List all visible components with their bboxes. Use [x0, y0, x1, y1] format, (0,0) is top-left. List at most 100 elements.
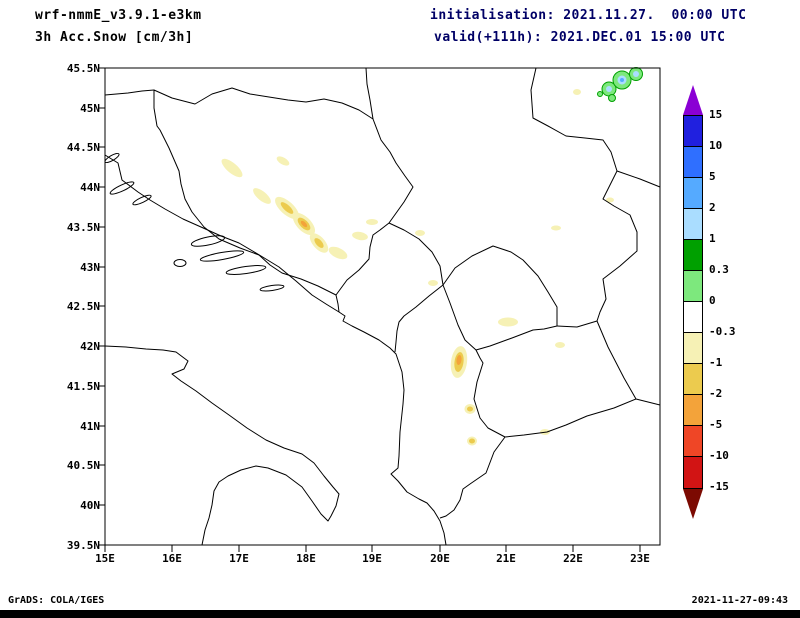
- lon-tick-label: 18E: [296, 552, 316, 565]
- border-montenegro-albania: [394, 284, 444, 353]
- border-romania-bulgaria: [616, 170, 661, 188]
- snow-patch: [467, 406, 473, 412]
- colorbar-segment: [684, 364, 702, 395]
- snow-patch: [606, 86, 612, 92]
- product-title: 3h Acc.Snow [cm/3h]: [35, 30, 194, 45]
- colorbar-segment: [684, 457, 702, 488]
- colorbar-segments: [683, 115, 703, 489]
- snow-patch: [606, 197, 614, 203]
- colorbar-tick-label: 0: [709, 294, 716, 307]
- border-albania-macedonia: [473, 349, 506, 438]
- snow-patch: [276, 156, 290, 166]
- border-montenegro-serbia: [388, 222, 444, 286]
- colorbar-segment: [684, 147, 702, 178]
- bottom-window-edge: [0, 610, 800, 618]
- border-macedonia-greece: [504, 398, 637, 438]
- snow-patch: [597, 91, 603, 97]
- colorbar-segment: [684, 178, 702, 209]
- lon-tick-label: 16E: [162, 552, 182, 565]
- colorbar-tick-label: 2: [709, 201, 716, 214]
- colorbar-segment: [684, 116, 702, 147]
- lon-tick-label: 21E: [496, 552, 516, 565]
- colorbar-arrow-up: [683, 85, 703, 115]
- snow-patch: [551, 225, 561, 231]
- snow-shading-positive-cluster: [597, 67, 643, 102]
- snow-patch: [498, 317, 518, 327]
- colorbar: 15 10 5 2 1 0.3 0 -0.3 -1 -2 -5 -10 -15: [683, 85, 736, 519]
- snow-patch: [352, 231, 368, 241]
- lon-tick-label: 19E: [362, 552, 382, 565]
- snow-patch: [428, 280, 438, 286]
- lat-tick-label: 41.5N: [66, 380, 100, 393]
- snow-patch: [456, 355, 462, 365]
- colorbar-segment: [684, 333, 702, 364]
- adriatic-islands: [104, 152, 285, 292]
- lon-tick-label: 22E: [563, 552, 583, 565]
- colorbar-segment: [684, 271, 702, 302]
- border-serbia-macedonia: [556, 320, 598, 328]
- colorbar-tick-label: -15: [709, 480, 729, 493]
- valid-time-label: valid(+111h): 2021.DEC.01 15:00 UTC: [434, 30, 726, 45]
- snow-patch: [620, 78, 624, 82]
- snow-patch: [300, 220, 308, 228]
- map-frame: [104, 67, 661, 546]
- snow-patch: [366, 219, 378, 225]
- model-title: wrf-nmmE_v3.9.1-e3km: [35, 8, 202, 23]
- lat-tick-label: 42N: [80, 340, 100, 353]
- init-time-label: initialisation: 2021.11.27. 00:00 UTC: [430, 8, 747, 23]
- lat-ticks: [98, 67, 105, 546]
- lon-tick-label: 23E: [630, 552, 650, 565]
- snow-patch: [415, 230, 425, 236]
- snow-patch: [328, 246, 348, 260]
- colorbar-arrow-down: [683, 489, 703, 519]
- border-macedonia-bulgaria: [596, 320, 661, 406]
- colorbar-segment: [684, 302, 702, 333]
- border-kosovo: [442, 245, 558, 351]
- colorbar-segment: [684, 395, 702, 426]
- snow-patch: [314, 238, 324, 248]
- lat-tick-label: 41N: [80, 420, 100, 433]
- colorbar-segment: [684, 240, 702, 271]
- colorbar-segment: [684, 209, 702, 240]
- colorbar-tick-label: -5: [709, 418, 723, 431]
- snow-patch: [253, 188, 271, 204]
- snow-patch: [633, 71, 639, 77]
- colorbar-tick-label: -0.3: [709, 325, 736, 338]
- lat-tick-label: 42.5N: [66, 300, 100, 313]
- lat-tick-label: 40.5N: [66, 459, 100, 472]
- lon-tick-label: 17E: [229, 552, 249, 565]
- lon-tick-label: 15E: [95, 552, 115, 565]
- plot-frame: [98, 67, 661, 552]
- lat-tick-label: 45.5N: [66, 62, 100, 75]
- lat-tick-label: 45N: [80, 102, 100, 115]
- country-borders: [104, 67, 661, 519]
- border-bosnia: [153, 87, 414, 296]
- lat-tick-label: 40N: [80, 499, 100, 512]
- colorbar-tick-label: 1: [709, 232, 716, 245]
- colorbar-tick-label: 15: [709, 108, 723, 121]
- lat-tick-label: 43.5N: [66, 221, 100, 234]
- border-croatia-serbia: [365, 67, 374, 120]
- border-albania-greece: [439, 436, 506, 519]
- snow-shading-pale: [221, 89, 614, 446]
- snow-patch: [221, 158, 243, 178]
- lon-ticks: [104, 545, 641, 552]
- snow-patch: [280, 202, 294, 214]
- colorbar-tick-label: -1: [709, 356, 723, 369]
- lat-tick-label: 39.5N: [66, 539, 100, 552]
- snow-shading-orange: [300, 220, 462, 365]
- colorbar-tick-label: 0.3: [709, 263, 729, 276]
- border-serbia-east: [530, 67, 638, 322]
- snow-patch: [469, 438, 475, 444]
- lat-tick-label: 43N: [80, 261, 100, 274]
- snow-patch: [555, 342, 565, 348]
- colorbar-tick-label: 5: [709, 170, 716, 183]
- border-northwest: [104, 89, 155, 96]
- lat-tick-label: 44N: [80, 181, 100, 194]
- lat-tick-label: 44.5N: [66, 141, 100, 154]
- colorbar-tick-label: -10: [709, 449, 729, 462]
- colorbar-segment: [684, 426, 702, 457]
- colorbar-tick-label: 10: [709, 139, 723, 152]
- lon-tick-label: 20E: [430, 552, 450, 565]
